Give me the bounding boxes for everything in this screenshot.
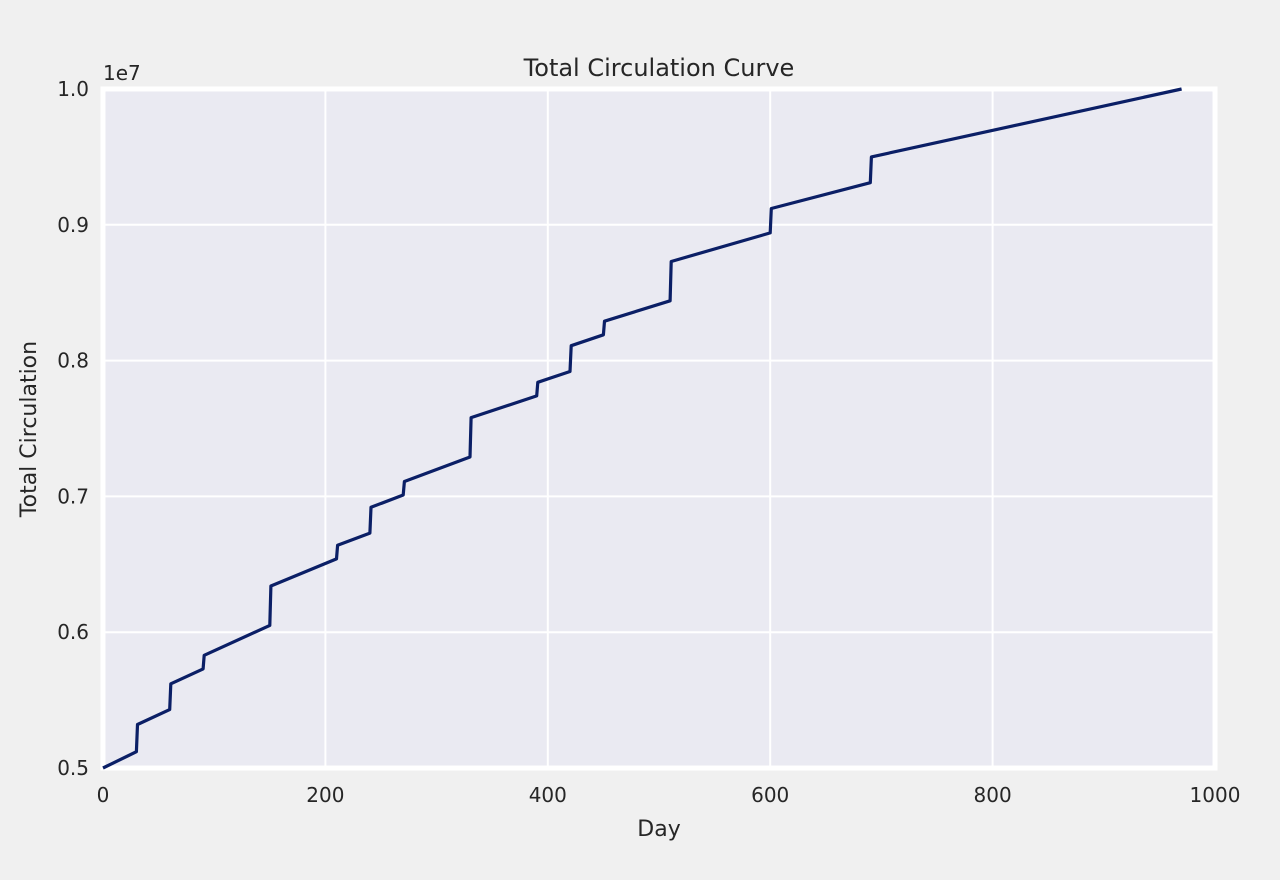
x-tick-label: 400 xyxy=(529,783,567,807)
y-tick-label: 0.6 xyxy=(57,620,89,644)
y-tick-label: 0.7 xyxy=(57,484,89,508)
x-tick-label: 600 xyxy=(751,783,789,807)
y-tick-label: 0.8 xyxy=(57,349,89,373)
x-axis-label: Day xyxy=(637,817,680,842)
y-tick-label: 0.5 xyxy=(57,756,89,780)
y-offset-label: 1e7 xyxy=(103,61,141,85)
plot-area xyxy=(103,89,1215,768)
x-tick-label: 1000 xyxy=(1190,783,1241,807)
plot-frame xyxy=(100,86,1218,771)
x-tick-labels: 0 200 400 600 800 1000 xyxy=(97,783,1241,807)
series-line xyxy=(102,87,1182,770)
chart-title: Total Circulation Curve xyxy=(523,54,795,82)
y-tick-label: 1.0 xyxy=(57,77,89,101)
y-axis-label: Total Circulation xyxy=(17,341,42,518)
x-tick-label: 200 xyxy=(306,783,344,807)
x-tick-label: 800 xyxy=(974,783,1012,807)
y-tick-labels: 0.5 0.6 0.7 0.8 0.9 1.0 xyxy=(57,77,89,780)
x-tick-label: 0 xyxy=(97,783,110,807)
y-tick-label: 0.9 xyxy=(57,213,89,237)
